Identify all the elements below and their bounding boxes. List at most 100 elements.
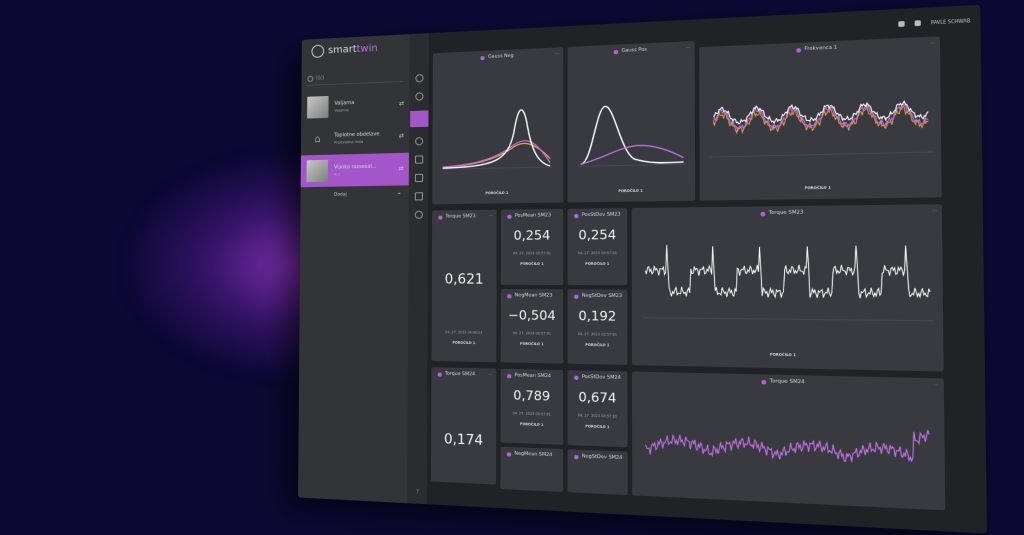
card-tag: POROČILO 1 bbox=[501, 262, 563, 266]
card-title: NegStDev SM24 bbox=[582, 454, 623, 461]
card-torque-sm24: Torque SM24 ⋯ 0,174 bbox=[431, 367, 496, 484]
torque-sm23-chart bbox=[632, 204, 944, 371]
card-title: PosMean SM24 bbox=[514, 373, 550, 379]
calendar-icon[interactable] bbox=[415, 155, 423, 163]
card-torque-chart-sm24: Torque SM24 ⋯ bbox=[632, 372, 945, 511]
dashboard-grid: Gauss Neg ⋯ POROČILO 1 Gauss Pos ⋯ bbox=[431, 28, 982, 533]
card-timestamp: 04. 27. 2023 03:57:01 bbox=[501, 331, 563, 336]
card-title: NegMean SM24 bbox=[514, 451, 552, 458]
bell-icon[interactable] bbox=[898, 20, 904, 26]
card-timestamp: 04. 27. 2023 03:57:01 bbox=[568, 251, 628, 255]
card-value: 0,254 bbox=[568, 227, 628, 242]
card-negmean-sm24: NegMean SM24 bbox=[500, 447, 563, 492]
stat-icon bbox=[574, 454, 578, 458]
dashboard-main: PAVLE SCHWAB Gauss Neg ⋯ POROČILO 1 Gaus… bbox=[427, 5, 987, 534]
chart-icon[interactable] bbox=[415, 192, 423, 200]
card-value: 0,192 bbox=[568, 308, 628, 324]
card-timestamp: 04. 27. 2023 03:57:01 bbox=[568, 413, 628, 419]
asset-panel: smarttwin Išči Valjarna Valjarna ⇄ ⌂ Topl… bbox=[298, 34, 411, 503]
info-icon[interactable] bbox=[415, 74, 423, 82]
card-torque-chart-sm23: Torque SM23 ⋯ POROČILO 1 bbox=[632, 204, 944, 371]
card-title: PosMean SM23 bbox=[515, 213, 551, 219]
card-posmean-sm23: PosMean SM23 0,254 04. 27. 2023 03:57:01… bbox=[501, 209, 563, 285]
search-icon bbox=[307, 75, 313, 81]
stat-icon bbox=[574, 213, 578, 217]
card-tag: POROČILO 1 bbox=[568, 424, 628, 430]
logo-text-prefix: smart bbox=[328, 44, 357, 56]
card-frequency: Frekvenca 1 ⋯ POROČILO 1 bbox=[699, 36, 942, 200]
asset-item-valjarna[interactable]: Valjarna Valjarna ⇄ bbox=[301, 88, 409, 124]
card-title: NegMean SM23 bbox=[515, 293, 553, 299]
card-tag: POROČILO 1 bbox=[501, 421, 564, 427]
torque-sm24-chart bbox=[632, 372, 945, 511]
gauss-pos-chart bbox=[568, 41, 696, 202]
arrow-right-icon: → bbox=[397, 192, 401, 197]
card-gauss-neg: Gauss Neg ⋯ POROČILO 1 bbox=[432, 47, 563, 204]
icon-rail: ? bbox=[408, 33, 429, 504]
document-icon[interactable] bbox=[415, 174, 423, 182]
stat-icon bbox=[507, 452, 511, 456]
card-title: PosStDev SM23 bbox=[582, 212, 621, 218]
card-value: 0,174 bbox=[431, 431, 496, 449]
card-tag: POROČILO 1 bbox=[568, 262, 628, 266]
add-asset-row[interactable]: Dodaj → bbox=[301, 185, 409, 204]
card-title: NegStDev SM23 bbox=[582, 294, 622, 300]
swap-icon[interactable]: ⇄ bbox=[399, 100, 404, 107]
card-timestamp: 04. 27. 2023 03:57:01 bbox=[501, 251, 563, 255]
user-name[interactable]: PAVLE SCHWAB bbox=[931, 17, 970, 25]
asset-name: Toplotne obdelave bbox=[334, 131, 379, 138]
app-window: smarttwin Išči Valjarna Valjarna ⇄ ⌂ Topl… bbox=[298, 5, 987, 534]
card-menu-icon[interactable]: ⋯ bbox=[488, 213, 492, 218]
add-asset-label: Dodaj bbox=[334, 192, 347, 197]
card-value: −0,504 bbox=[501, 308, 563, 323]
card-posstddev-sm23: PosStDev SM23 0,254 04. 27. 2023 03:57:0… bbox=[568, 208, 628, 285]
card-timestamp: 04. 27. 2023 03:57:01 bbox=[568, 332, 628, 337]
card-torque-sm23: Torque SM23 ⋯ 0,621 04. 27. 2023 04:40:0… bbox=[431, 210, 496, 363]
stat-icon bbox=[507, 214, 511, 218]
card-title: Torque SM23 bbox=[446, 214, 476, 219]
card-negmean-sm23: NegMean SM23 −0,504 04. 27. 2023 03:57:0… bbox=[501, 289, 564, 364]
card-gauss-pos: Gauss Pos ⋯ POROČILO 1 bbox=[568, 41, 696, 202]
asset-name: Visoko razsesal... bbox=[334, 164, 377, 171]
help-icon[interactable]: ? bbox=[416, 489, 419, 495]
asset-sub: Valjarna bbox=[334, 108, 354, 113]
card-timestamp: 04. 27. 2023 04:40:01 bbox=[432, 330, 497, 335]
swap-icon[interactable]: ⇄ bbox=[399, 133, 404, 140]
asset-sub: Proizvodna linija bbox=[334, 139, 379, 144]
asset-item-visoko[interactable]: Visoko razsesal... Ru1 ⇄ bbox=[301, 153, 409, 188]
card-menu-icon[interactable]: ⋯ bbox=[488, 372, 492, 377]
frequency-chart bbox=[699, 36, 942, 200]
card-tag: POROČILO 1 bbox=[501, 341, 564, 346]
asset-thumbnail bbox=[307, 96, 329, 119]
card-timestamp: 04. 27. 2023 03:57:01 bbox=[501, 411, 564, 417]
torque-icon bbox=[438, 372, 442, 376]
stat-icon bbox=[574, 294, 578, 298]
app-logo: smarttwin bbox=[302, 40, 410, 64]
card-negstddev-sm23: NegStDev SM23 0,192 04. 27. 2023 03:57:0… bbox=[568, 289, 628, 365]
dashboard-icon[interactable] bbox=[410, 110, 428, 127]
card-value: 0,254 bbox=[501, 228, 563, 243]
card-negstddev-sm24: NegStDev SM24 bbox=[568, 449, 628, 495]
globe-icon[interactable] bbox=[415, 92, 423, 100]
card-posmean-sm24: PosMean SM24 0,789 04. 27. 2023 03:57:01… bbox=[500, 369, 563, 445]
card-posstddev-sm24: PosStDev SM24 0,674 04. 27. 2023 03:57:0… bbox=[568, 370, 628, 447]
card-value: 0,789 bbox=[501, 388, 564, 405]
settings-icon[interactable] bbox=[415, 211, 423, 219]
card-value: 0,674 bbox=[568, 389, 628, 406]
asset-name: Valjarna bbox=[334, 100, 354, 107]
search-input[interactable]: Išči bbox=[307, 68, 403, 86]
stat-icon bbox=[574, 375, 578, 379]
asset-item-toplotne[interactable]: ⌂ Toplotne obdelave Proizvodna linija ⇄ bbox=[301, 120, 409, 155]
card-tag: POROČILO 1 bbox=[568, 342, 628, 347]
logo-text-accent: twin bbox=[357, 43, 378, 55]
alert-icon[interactable] bbox=[415, 137, 423, 145]
gear-icon[interactable] bbox=[915, 20, 921, 26]
card-title: PosStDev SM24 bbox=[582, 375, 621, 381]
torque-icon bbox=[438, 215, 442, 219]
swap-icon[interactable]: ⇄ bbox=[399, 165, 404, 172]
gauss-neg-chart bbox=[432, 47, 563, 204]
asset-sub: Ru1 bbox=[334, 172, 377, 177]
home-icon: ⌂ bbox=[307, 128, 329, 151]
logo-icon bbox=[311, 45, 324, 58]
card-value: 0,621 bbox=[432, 272, 497, 288]
